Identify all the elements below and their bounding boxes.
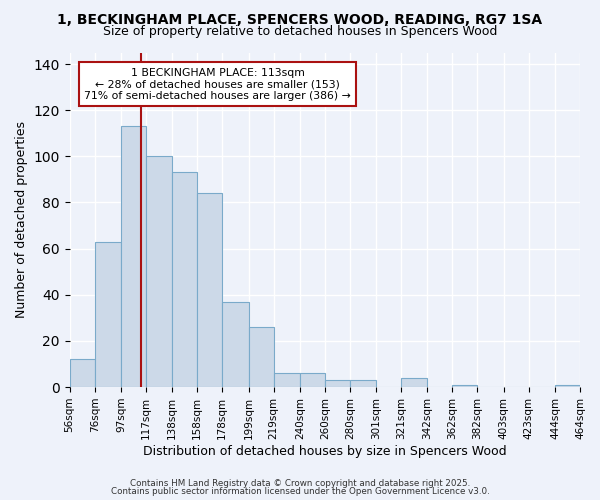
Bar xyxy=(248,327,274,387)
Bar xyxy=(325,380,350,387)
Bar xyxy=(197,194,222,387)
Bar xyxy=(121,126,146,387)
Bar xyxy=(401,378,427,387)
Bar xyxy=(452,385,478,387)
X-axis label: Distribution of detached houses by size in Spencers Wood: Distribution of detached houses by size … xyxy=(143,444,506,458)
Bar xyxy=(70,360,95,387)
Bar xyxy=(300,374,325,387)
Text: Contains public sector information licensed under the Open Government Licence v3: Contains public sector information licen… xyxy=(110,487,490,496)
Bar xyxy=(222,302,248,387)
Text: Contains HM Land Registry data © Crown copyright and database right 2025.: Contains HM Land Registry data © Crown c… xyxy=(130,478,470,488)
Bar xyxy=(350,380,376,387)
Text: 1 BECKINGHAM PLACE: 113sqm
← 28% of detached houses are smaller (153)
71% of sem: 1 BECKINGHAM PLACE: 113sqm ← 28% of deta… xyxy=(84,68,351,101)
Bar xyxy=(274,374,300,387)
Bar xyxy=(146,156,172,387)
Bar xyxy=(172,172,197,387)
Text: Size of property relative to detached houses in Spencers Wood: Size of property relative to detached ho… xyxy=(103,25,497,38)
Bar xyxy=(555,385,580,387)
Y-axis label: Number of detached properties: Number of detached properties xyxy=(15,122,28,318)
Bar xyxy=(95,242,121,387)
Text: 1, BECKINGHAM PLACE, SPENCERS WOOD, READING, RG7 1SA: 1, BECKINGHAM PLACE, SPENCERS WOOD, READ… xyxy=(58,12,542,26)
